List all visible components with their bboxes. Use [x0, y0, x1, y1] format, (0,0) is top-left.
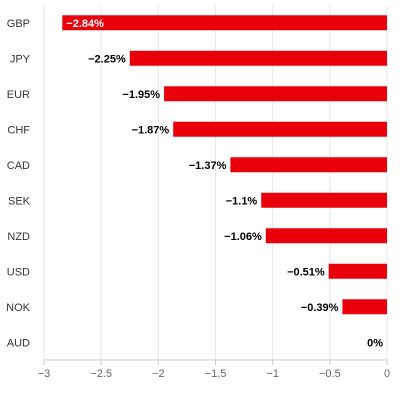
x-tick-label: −3 — [38, 368, 51, 380]
bar — [261, 192, 387, 208]
data-label: 0% — [367, 337, 383, 349]
category-label: AUD — [7, 337, 30, 349]
category-label: JPY — [10, 53, 31, 65]
data-label: −2.84% — [66, 18, 104, 30]
bar — [173, 121, 387, 137]
bar — [164, 86, 387, 102]
data-label: −0.39% — [301, 302, 339, 314]
category-label: SEK — [8, 195, 31, 207]
data-label: −1.1% — [226, 195, 258, 207]
bar — [328, 263, 387, 279]
data-label: −1.37% — [189, 160, 227, 172]
x-tick-label: 0 — [384, 368, 390, 380]
x-tick-label: −2.5 — [90, 368, 112, 380]
category-label: GBP — [7, 18, 30, 30]
x-tick-label: −1 — [266, 368, 279, 380]
bar — [342, 299, 387, 315]
category-label: NZD — [7, 231, 30, 243]
x-tick-label: −0.5 — [319, 368, 341, 380]
data-label: −1.87% — [132, 124, 170, 136]
category-label: USD — [7, 266, 30, 278]
category-label: EUR — [7, 89, 30, 101]
data-label: −1.95% — [122, 89, 160, 101]
category-label: NOK — [6, 302, 31, 314]
bar — [129, 50, 387, 66]
x-tick-label: −2 — [152, 368, 165, 380]
data-label: −0.51% — [287, 266, 325, 278]
category-label: CAD — [7, 160, 30, 172]
data-label: −1.06% — [224, 231, 262, 243]
bar — [230, 157, 387, 173]
bar — [265, 228, 387, 244]
x-tick-label: −1.5 — [205, 368, 227, 380]
data-label: −2.25% — [88, 53, 126, 65]
bar — [62, 15, 387, 31]
category-label: CHF — [7, 124, 30, 136]
